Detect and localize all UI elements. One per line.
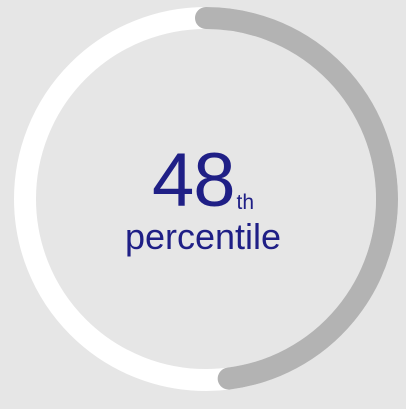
percentile-label: percentile xyxy=(124,215,282,257)
gauge-fill-arc xyxy=(195,7,398,390)
value-row: 48 th xyxy=(151,137,255,223)
percentile-value: 48 xyxy=(151,137,236,223)
ordinal-suffix: th xyxy=(236,190,255,214)
